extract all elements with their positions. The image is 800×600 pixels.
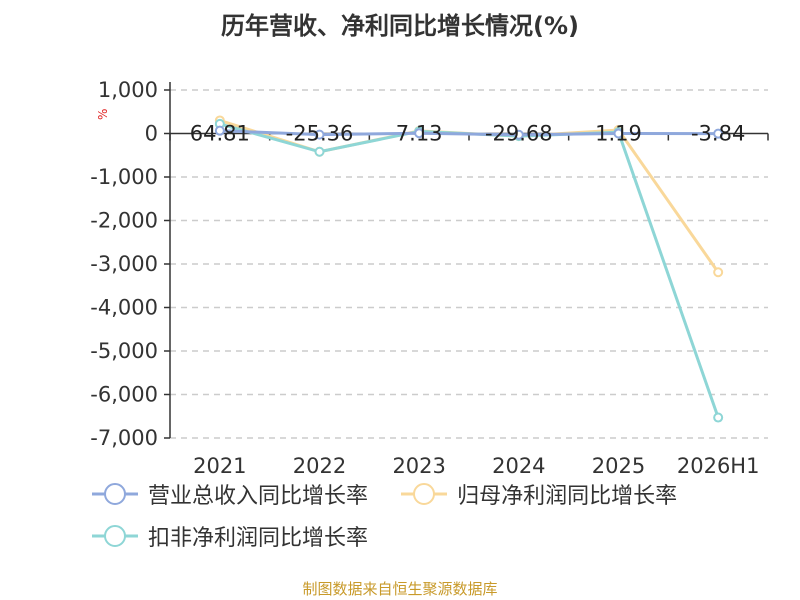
legend-label-deducted-profit: 扣非净利润同比增长率 <box>148 526 369 551</box>
legend-label-revenue: 营业总收入同比增长率 <box>148 484 369 509</box>
legend-marker-revenue-icon <box>92 483 138 505</box>
data-label: 7.13 <box>396 122 443 146</box>
data-point <box>414 128 425 139</box>
legend-circle-net-profit <box>413 483 436 505</box>
y-tick-label: -7,000 <box>90 426 158 450</box>
y-tick-label: -4,000 <box>90 296 158 320</box>
data-label: -29.68 <box>485 122 553 146</box>
data-label: -3.84 <box>691 122 745 146</box>
series-line <box>219 129 719 137</box>
legend-marker-deducted-profit-icon <box>92 525 138 547</box>
x-tick-label: 2025 <box>592 454 645 478</box>
legend-circle-revenue <box>104 483 126 505</box>
y-tick-label: -3,000 <box>90 252 158 276</box>
data-point <box>214 125 225 136</box>
legend: 营业总收入同比增长率 归母净利润同比增长率 扣非净利润同比增长率 <box>90 478 770 562</box>
data-point <box>713 412 724 423</box>
x-tick-label: 2024 <box>492 454 545 478</box>
legend-label-net-profit: 归母净利润同比增长率 <box>457 484 678 509</box>
data-label: 1.19 <box>595 122 642 146</box>
y-tick-label: -1,000 <box>90 165 158 189</box>
legend-item-deducted-profit[interactable]: 扣非净利润同比增长率 <box>90 520 368 552</box>
x-tick-label: 2023 <box>392 454 445 478</box>
data-point <box>713 267 724 278</box>
data-label: -25.36 <box>286 122 354 146</box>
y-tick-label: -2,000 <box>90 209 158 233</box>
y-tick-label: -6,000 <box>90 383 158 407</box>
x-tick-label: 2022 <box>293 454 346 478</box>
data-point <box>314 146 325 157</box>
y-tick-label: -5,000 <box>90 339 158 363</box>
data-label: 64.81 <box>190 122 250 146</box>
y-tick-label: 1,000 <box>98 78 158 102</box>
data-point <box>613 128 624 139</box>
y-tick-label: 0 <box>145 122 158 146</box>
legend-item-revenue[interactable]: 营业总收入同比增长率 <box>90 478 368 510</box>
data-point <box>713 128 724 139</box>
data-point <box>314 129 325 140</box>
x-tick-label: 2026H1 <box>677 454 760 478</box>
chart-title: 历年营收、净利同比增长情况(%) <box>221 12 579 40</box>
x-tick-label: 2021 <box>193 454 246 478</box>
legend-marker-net-profit-icon <box>401 483 448 505</box>
legend-item-net-profit[interactable]: 归母净利润同比增长率 <box>399 478 677 510</box>
legend-circle-deducted-profit <box>104 525 126 547</box>
source-note: 制图数据来自恒生聚源数据库 <box>302 580 498 598</box>
data-point <box>513 129 524 140</box>
